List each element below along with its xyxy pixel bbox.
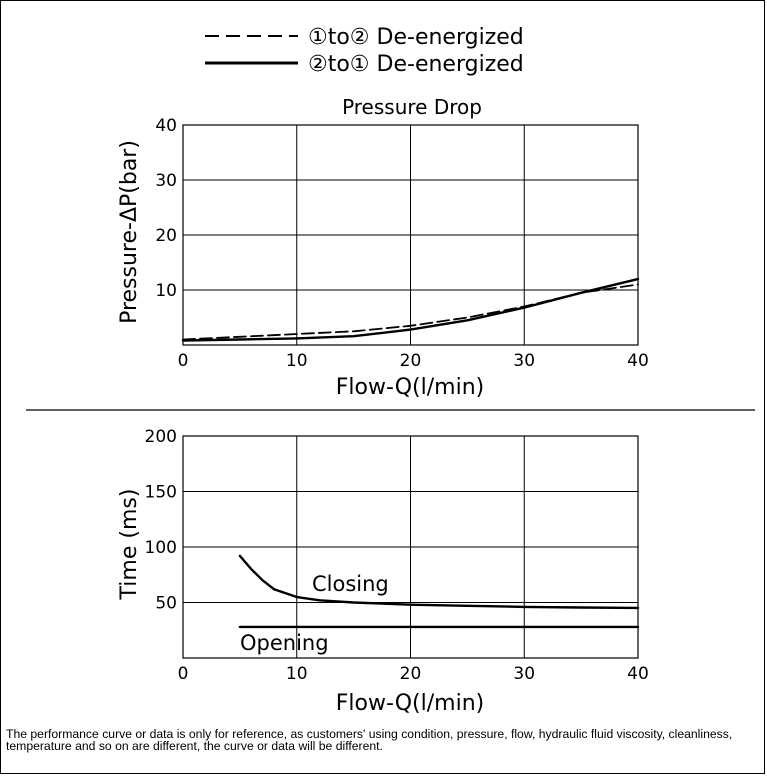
x-tick-label: 30 — [513, 664, 535, 684]
x-tick-label: 10 — [286, 664, 308, 684]
x-tick-label: 10 — [286, 351, 308, 371]
series-line-1 — [238, 554, 640, 610]
x-tick-label: 0 — [178, 664, 189, 684]
y-tick-label: 10 — [155, 281, 177, 301]
chart-title: Pressure Drop — [342, 95, 482, 119]
y-axis-title: Time (ms) — [117, 489, 142, 601]
series-line-2 — [181, 277, 640, 342]
y-tick-label: 200 — [145, 427, 177, 447]
tick-labels: 0 10 20 30 40 50 100 150 200 — [145, 427, 649, 684]
x-tick-label: 40 — [627, 664, 649, 684]
closing-label: Closing — [312, 572, 389, 596]
y-tick-label: 100 — [145, 538, 177, 558]
x-tick-label: 20 — [400, 351, 422, 371]
x-axis-title: Flow-Q(l/min) — [336, 375, 484, 400]
x-tick-label: 40 — [627, 351, 649, 371]
switching-time-chart: 0 10 20 30 40 50 100 150 200 Closing Opening Flo… — [117, 427, 649, 716]
tick-labels: 0 10 20 30 40 10 20 30 40 — [155, 116, 648, 371]
series — [238, 554, 640, 629]
y-tick-label: 50 — [155, 594, 177, 614]
y-tick-label: 150 — [145, 483, 177, 503]
x-tick-label: 0 — [178, 351, 189, 371]
y-axis-title: Pressure-ΔP(bar) — [117, 140, 142, 324]
x-tick-label: 20 — [400, 664, 422, 684]
legend-label-2-to-1: ②to① De-energized — [308, 52, 524, 77]
opening-label: Opening — [240, 631, 329, 655]
x-tick-label: 30 — [513, 351, 535, 371]
grid — [182, 435, 639, 659]
x-axis-title: Flow-Q(l/min) — [336, 691, 484, 716]
grid — [182, 124, 639, 346]
pressure-drop-chart: Pressure Drop 0 10 20 30 40 10 20 30 40 Flow-Q(l… — [117, 95, 649, 400]
y-tick-label: 30 — [155, 171, 177, 191]
y-tick-label: 20 — [155, 226, 177, 246]
legend-label-1-to-2: ①to② De-energized — [308, 25, 524, 50]
series — [181, 277, 640, 342]
legend: ①to② De-energized ②to① De-energized — [205, 25, 524, 77]
disclaimer-text: The performance curve or data is only fo… — [6, 727, 733, 753]
y-tick-label: 40 — [155, 116, 177, 136]
